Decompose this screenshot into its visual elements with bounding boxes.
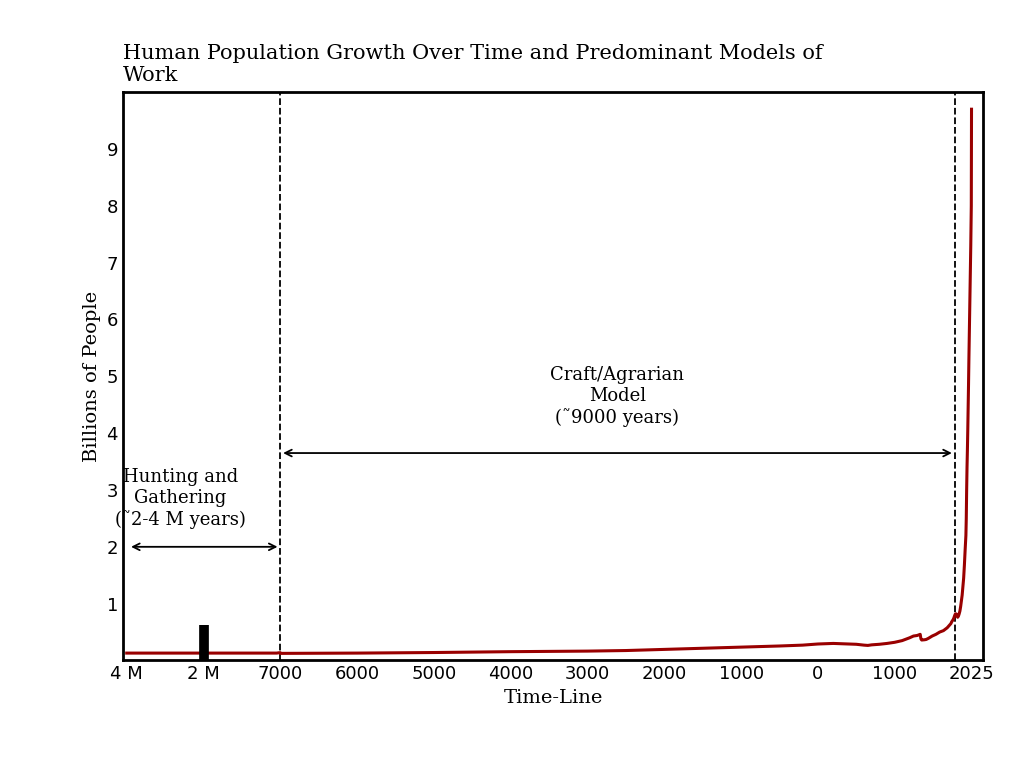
Text: Human Population Growth Over Time and Predominant Models of
Work: Human Population Growth Over Time and Pr… (123, 44, 822, 85)
Y-axis label: Billions of People: Billions of People (83, 291, 101, 462)
Text: Hunting and
Gathering
(˜2-4 M years): Hunting and Gathering (˜2-4 M years) (115, 468, 246, 529)
Text: Craft/Agrarian
Model
(˜9000 years): Craft/Agrarian Model (˜9000 years) (551, 366, 684, 426)
X-axis label: Time-Line: Time-Line (503, 689, 603, 707)
